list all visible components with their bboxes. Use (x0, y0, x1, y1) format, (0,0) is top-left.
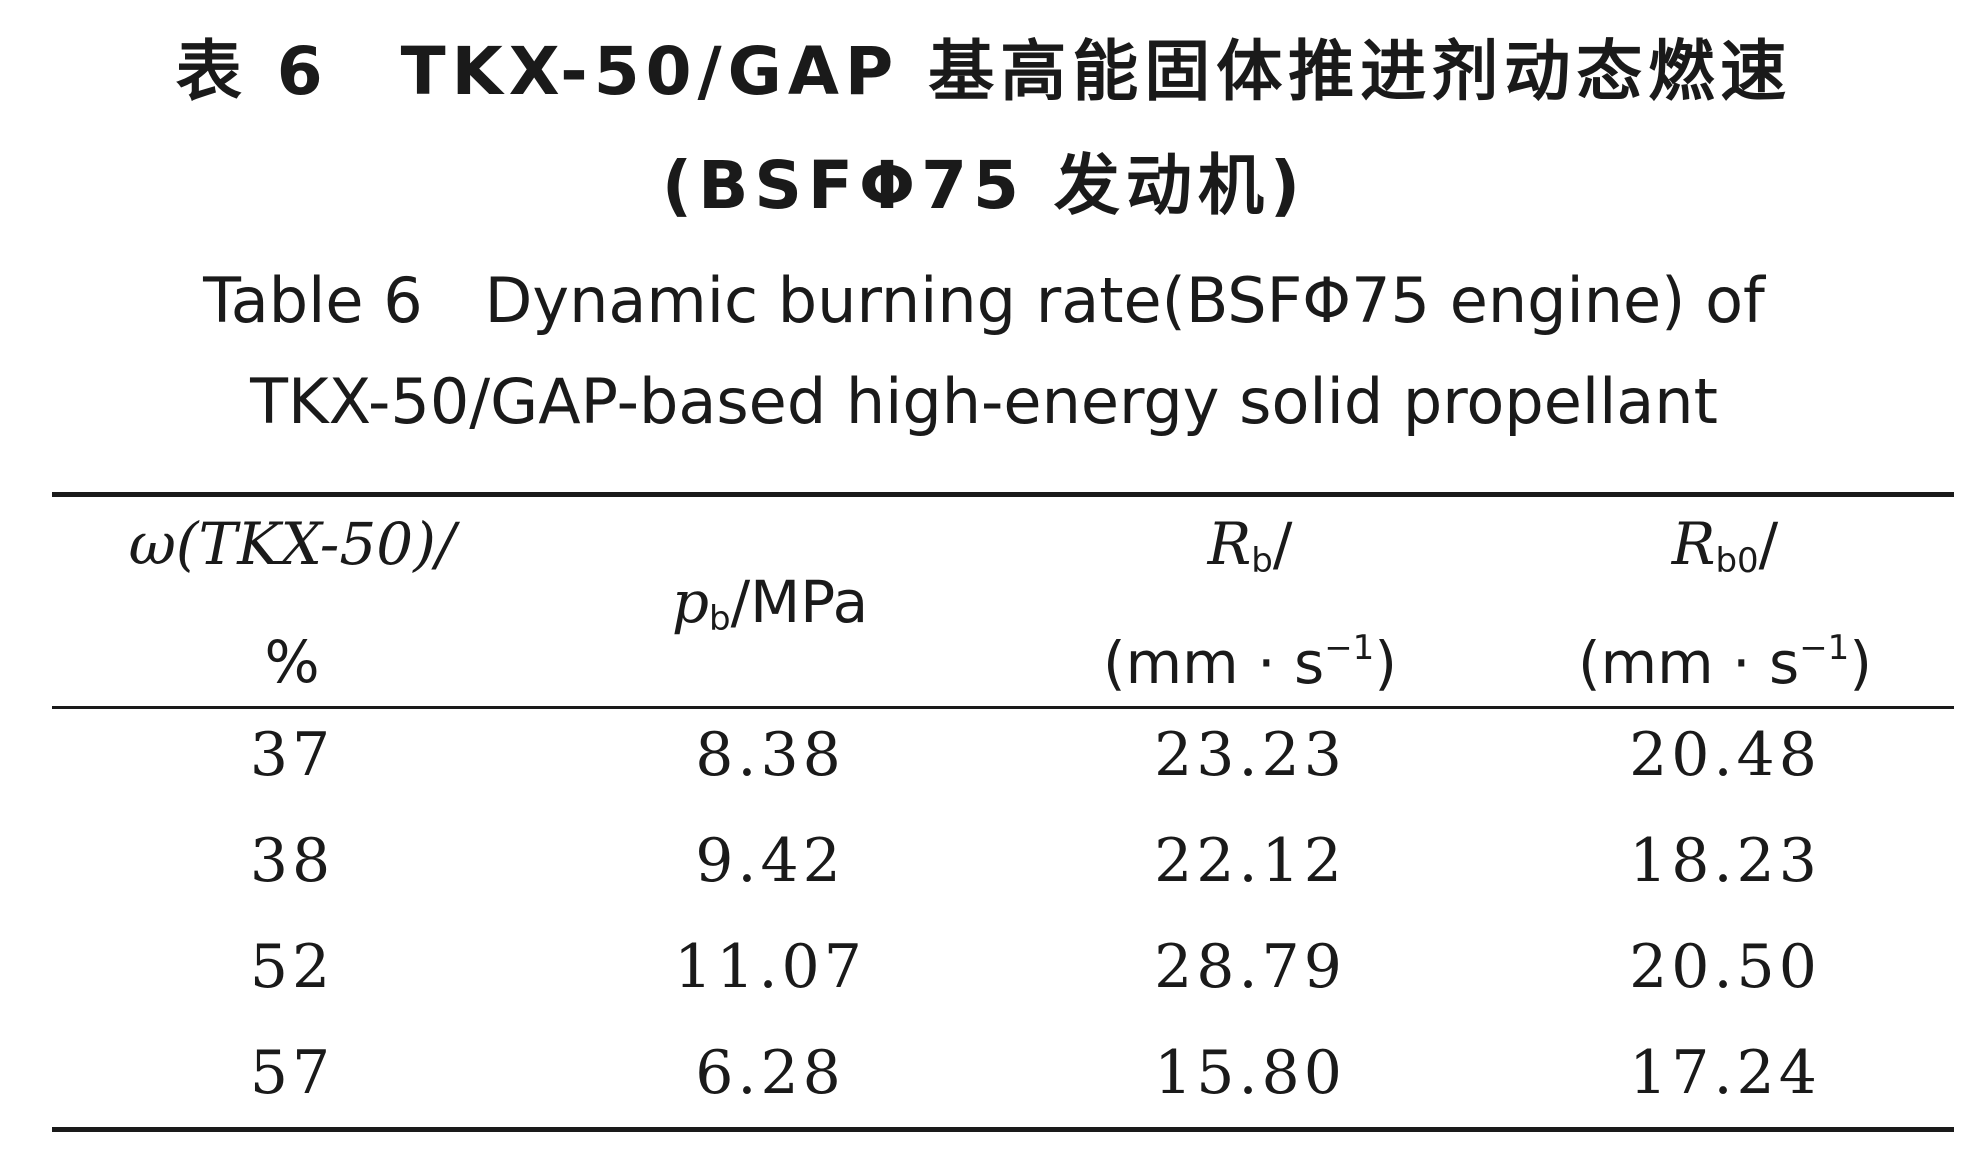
table-cell-r1-c3: 23.23 (1154, 720, 1346, 790)
header-rb-slash: / (1272, 510, 1293, 578)
table-cell-r1-c2: 8.38 (695, 720, 845, 790)
table-cell-r4-c3: 15.80 (1154, 1038, 1346, 1108)
table-top-rule (52, 492, 1954, 497)
table-caption-cn-line2: (BSFΦ75 发动机) (661, 147, 1307, 224)
header-rb0-unit-post: ) (1849, 629, 1872, 697)
table-cell-r3-c4: 20.50 (1629, 932, 1821, 1002)
table-cell-r4-c2: 6.28 (695, 1038, 845, 1108)
header-rb0-unit-sup: −1 (1799, 628, 1850, 668)
header-omega-label: ω(TKX-50)/ (128, 510, 456, 578)
header-pressure-subscript: b (709, 599, 731, 639)
table-header-rule (52, 706, 1954, 709)
header-rb0-subscript: b0 (1715, 541, 1759, 581)
header-pressure-unit: /MPa (730, 568, 869, 636)
table-cell-r2-c4: 18.23 (1629, 826, 1821, 896)
header-static-burning-rate: Rb0/ (1515, 510, 1935, 581)
header-rb-unit: (mm · s−1) (1040, 628, 1460, 697)
table-bottom-rule (52, 1127, 1954, 1132)
header-burning-rate: Rb/ (1040, 510, 1460, 581)
header-pressure-symbol: p (671, 568, 710, 636)
header-rb0-unit: (mm · s−1) (1515, 628, 1935, 697)
header-tkx50-fraction: ω(TKX-50)/ (92, 510, 492, 578)
table-cell-r2-c2: 9.42 (695, 826, 845, 896)
table-cell-r4-c4: 17.24 (1629, 1038, 1821, 1108)
header-rb-symbol: R (1207, 510, 1252, 578)
table-caption-en-line2: TKX-50/GAP-based high-energy solid prope… (250, 365, 1718, 438)
header-rb-unit-post: ) (1374, 629, 1397, 697)
table-cell-r3-c2: 11.07 (674, 932, 866, 1002)
table-cell-r1-c4: 20.48 (1629, 720, 1821, 790)
header-rb0-unit-pre: (mm · s (1578, 629, 1800, 697)
header-rb0-symbol: R (1671, 510, 1716, 578)
header-pressure: pb/MPa (560, 568, 980, 639)
table-cell-r3-c3: 28.79 (1154, 932, 1346, 1002)
header-rb-unit-sup: −1 (1324, 628, 1375, 668)
header-rb-subscript: b (1251, 541, 1273, 581)
table-cell-r3-c1: 52 (249, 932, 335, 1002)
table-caption-en-line1: Table 6 Dynamic burning rate(BSFΦ75 engi… (203, 264, 1765, 337)
header-percent-unit: % (264, 628, 320, 696)
table-cell-r4-c1: 57 (249, 1038, 335, 1108)
header-rb-unit-pre: (mm · s (1103, 629, 1325, 697)
table-caption-cn-line1: 表 6 TKX-50/GAP 基高能固体推进剂动态燃速 (175, 33, 1793, 110)
table-cell-r2-c1: 38 (249, 826, 335, 896)
header-rb0-slash: / (1758, 510, 1779, 578)
table-cell-r2-c3: 22.12 (1154, 826, 1346, 896)
table-cell-r1-c1: 37 (249, 720, 335, 790)
